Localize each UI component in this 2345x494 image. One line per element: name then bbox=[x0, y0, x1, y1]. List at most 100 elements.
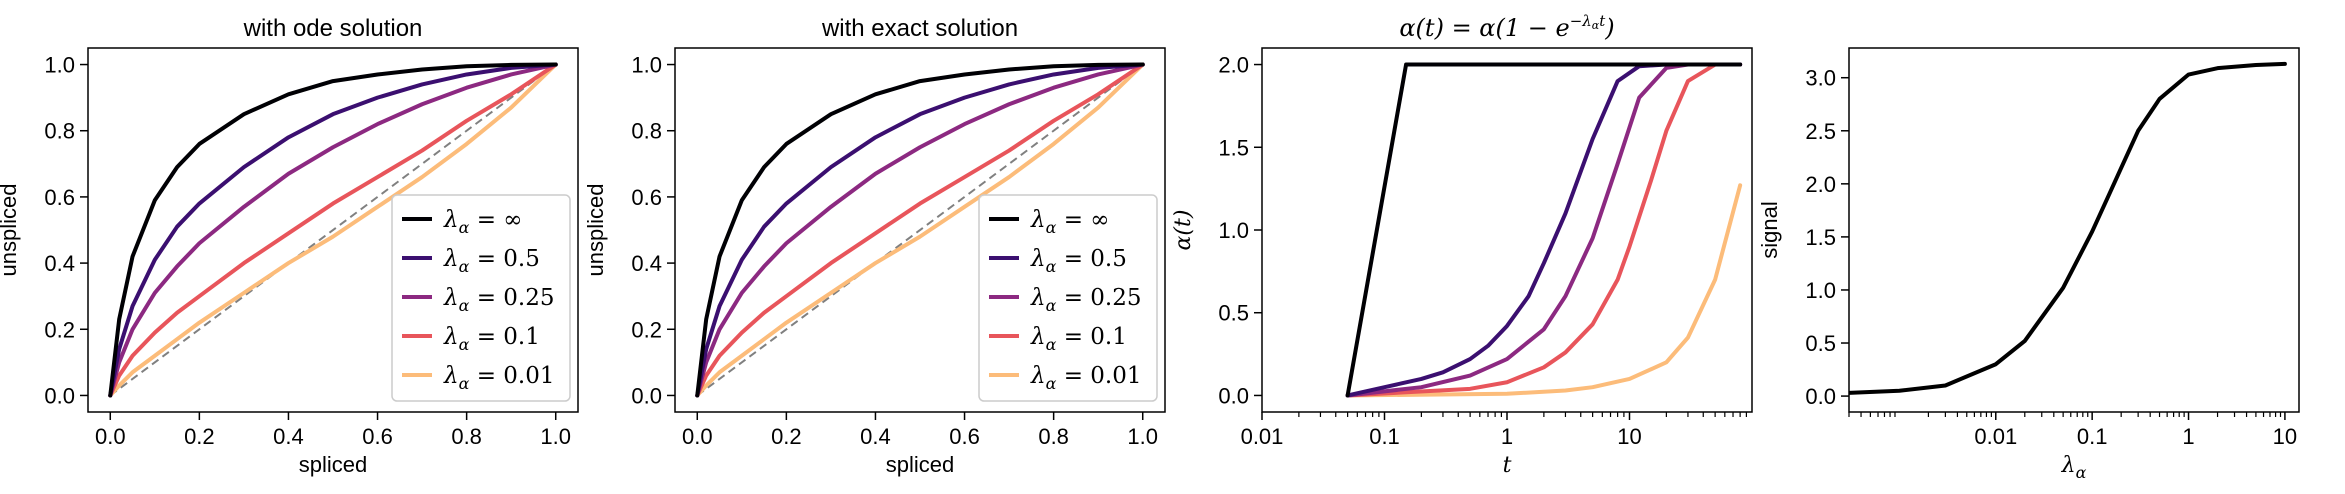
y-tick-label: 1.0 bbox=[44, 53, 75, 78]
x-axis-label: t bbox=[1503, 453, 1512, 478]
y-tick-label: 1.0 bbox=[1805, 278, 1836, 303]
x-tick-label: 0.1 bbox=[2077, 424, 2108, 449]
x-tick-label: 0.4 bbox=[273, 424, 304, 449]
legend: λα = ∞ λα = 0.5 λα = 0.25 λα = 0.1 λα = 0.01 bbox=[978, 194, 1158, 402]
y-tick-label: 0.5 bbox=[1805, 331, 1836, 356]
legend: λα = ∞ λα = 0.5 λα = 0.25 λα = 0.1 λα = 0.01 bbox=[391, 194, 571, 402]
series-line-4 bbox=[1345, 62, 1743, 398]
chart-panel-4: 0.01 0.1 1 10 0.0 0.5 1.0 1.5 2.0 2.5 3.0 λα signal bbox=[1757, 47, 2300, 482]
axes-frame bbox=[674, 47, 1166, 413]
y-tick-label: 0.4 bbox=[631, 251, 662, 276]
legend-label: λα = ∞ bbox=[1030, 207, 1109, 237]
x-tick-label: 0.01 bbox=[1974, 424, 2017, 449]
y-tick-label: 0.0 bbox=[631, 383, 662, 408]
x-axis-label: spliced bbox=[886, 452, 954, 477]
x-tick-label: 0.4 bbox=[860, 424, 891, 449]
series-line-1 bbox=[1345, 62, 1743, 398]
series-line-1 bbox=[1849, 61, 2287, 395]
legend-label: λα = 0.5 bbox=[1030, 246, 1127, 276]
x-tick-label: 10 bbox=[2273, 424, 2297, 449]
x-tick-label: 0.2 bbox=[184, 424, 215, 449]
y-tick-label: 1.0 bbox=[631, 53, 662, 78]
series-line-3 bbox=[695, 62, 1145, 398]
series-line-4 bbox=[108, 62, 558, 398]
series-line-5 bbox=[108, 62, 558, 398]
y-axis-label: signal bbox=[1757, 201, 1782, 258]
series-line-1 bbox=[695, 62, 1145, 398]
chart-panel-1: 0.0 0.2 0.4 0.6 0.8 1.0 0.0 0.2 0.4 0.6 0.8 1.0 with… bbox=[0, 15, 579, 477]
y-tick-label: 2.0 bbox=[1218, 53, 1249, 78]
plot-area bbox=[108, 62, 558, 398]
reference-diagonal-line bbox=[109, 63, 557, 397]
y-tick-label: 1.5 bbox=[1805, 225, 1836, 250]
x-tick-label: 0.6 bbox=[362, 424, 393, 449]
x-tick-label: 0.2 bbox=[771, 424, 802, 449]
legend-label: λα = 0.01 bbox=[443, 363, 555, 393]
legend-label: λα = 0.25 bbox=[443, 285, 555, 315]
y-tick-label: 0.0 bbox=[1805, 384, 1836, 409]
legend-label: λα = 0.5 bbox=[443, 246, 540, 276]
x-axis-label: λα bbox=[2061, 453, 2087, 482]
plot-area bbox=[695, 62, 1145, 398]
x-tick-label: 1 bbox=[2182, 424, 2194, 449]
reference-diagonal-line bbox=[696, 63, 1144, 397]
x-tick-label: 0.8 bbox=[1038, 424, 1069, 449]
legend-label: λα = ∞ bbox=[443, 207, 522, 237]
x-tick-label: 0.0 bbox=[682, 424, 713, 449]
y-tick-label: 3.0 bbox=[1805, 66, 1836, 91]
x-tick-label: 0.1 bbox=[1369, 424, 1400, 449]
chart-title: with ode solution bbox=[243, 15, 423, 42]
legend-label: λα = 0.1 bbox=[1030, 324, 1127, 354]
series-line-1 bbox=[108, 62, 558, 398]
y-axis-label: unspliced bbox=[0, 184, 21, 277]
x-tick-label: 0.01 bbox=[1241, 424, 1284, 449]
legend-label: λα = 0.01 bbox=[1030, 363, 1142, 393]
series-line-3 bbox=[1345, 62, 1743, 398]
y-tick-label: 0.0 bbox=[44, 383, 75, 408]
x-tick-label: 1.0 bbox=[540, 424, 571, 449]
series-line-2 bbox=[108, 62, 558, 398]
y-axis-label: α(t) bbox=[1171, 210, 1196, 251]
x-axis-label: spliced bbox=[299, 452, 367, 477]
series-line-5 bbox=[695, 62, 1145, 398]
series-line-3 bbox=[108, 62, 558, 398]
x-tick-label: 0.6 bbox=[949, 424, 980, 449]
axes-frame bbox=[87, 47, 579, 413]
x-tick-label: 1.0 bbox=[1127, 424, 1158, 449]
y-tick-label: 0.8 bbox=[44, 119, 75, 144]
series-line-2 bbox=[1345, 62, 1743, 398]
y-tick-label: 0.6 bbox=[44, 185, 75, 210]
x-tick-label: 0.0 bbox=[95, 424, 126, 449]
legend-label: λα = 0.25 bbox=[1030, 285, 1142, 315]
chart-title: α(t) = α(1 − e−λαt) bbox=[1399, 12, 1614, 42]
y-tick-label: 0.8 bbox=[631, 119, 662, 144]
legend-box bbox=[978, 194, 1158, 402]
axes-frame bbox=[1261, 47, 1753, 413]
x-tick-label: 10 bbox=[1617, 424, 1641, 449]
y-tick-label: 2.0 bbox=[1805, 172, 1836, 197]
x-tick-label: 1 bbox=[1501, 424, 1513, 449]
chart-panel-2: 0.0 0.2 0.4 0.6 0.8 1.0 0.0 0.2 0.4 0.6 0.8 1.0 with… bbox=[583, 15, 1166, 477]
y-tick-label: 0.0 bbox=[1218, 383, 1249, 408]
axes-frame bbox=[1848, 47, 2300, 413]
y-tick-label: 0.2 bbox=[44, 317, 75, 342]
plot-area bbox=[1345, 62, 1743, 398]
chart-title: with exact solution bbox=[821, 15, 1018, 42]
y-axis-label: unspliced bbox=[583, 184, 608, 277]
chart-panel-3: 0.01 0.1 1 10 0.0 0.5 1.0 1.5 2.0 α(t) = α(1 − e−… bbox=[1171, 12, 1753, 478]
y-tick-label: 0.4 bbox=[44, 251, 75, 276]
x-tick-label: 0.8 bbox=[451, 424, 482, 449]
series-line-4 bbox=[695, 62, 1145, 398]
plot-area bbox=[1849, 61, 2287, 395]
series-line-5 bbox=[1345, 183, 1743, 398]
legend-box bbox=[391, 194, 571, 402]
y-tick-label: 0.6 bbox=[631, 185, 662, 210]
y-tick-label: 1.5 bbox=[1218, 135, 1249, 160]
y-tick-label: 0.5 bbox=[1218, 301, 1249, 326]
y-tick-label: 2.5 bbox=[1805, 119, 1836, 144]
legend-label: λα = 0.1 bbox=[443, 324, 540, 354]
y-tick-label: 0.2 bbox=[631, 317, 662, 342]
series-line-2 bbox=[695, 62, 1145, 398]
y-tick-label: 1.0 bbox=[1218, 218, 1249, 243]
